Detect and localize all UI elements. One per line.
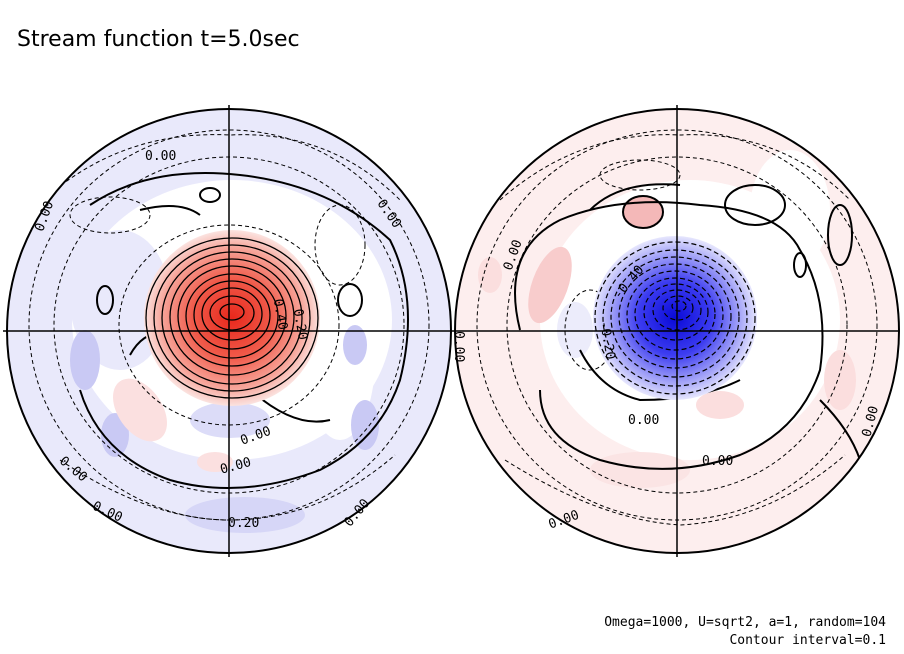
right-pos-patch xyxy=(696,391,744,419)
footnote-parameters: Omega=1000, U=sqrt2, a=1, random=104 xyxy=(604,615,886,630)
right-hemisphere-rim xyxy=(454,108,900,554)
left-neg-patch xyxy=(70,330,100,390)
right-pos-patch xyxy=(478,257,502,293)
figure-title: Stream function t=5.0sec xyxy=(17,27,300,52)
right-pos-patch xyxy=(528,246,572,324)
footnote-contour-interval: Contour interval=0.1 xyxy=(729,633,886,648)
left-contour-label: 0.40 xyxy=(270,298,290,331)
right-contour-label: 0.00 xyxy=(702,454,733,469)
left-contour-label: 0.00 xyxy=(145,149,176,164)
right-negative-vortex xyxy=(593,236,757,400)
left-pos-patch xyxy=(197,452,233,472)
right-contour-label: 0.00 xyxy=(628,413,659,428)
left-neg-patch xyxy=(185,497,305,533)
left-neg-patch xyxy=(190,402,270,438)
left-hemisphere-rim xyxy=(6,108,452,554)
left-pos-patch xyxy=(113,378,167,442)
left-contour-label: 0.20 xyxy=(290,308,310,341)
right-hemisphere-map: 0.00 -0.40 -0.20 0.00 0.00 0.00 0.00 0.0… xyxy=(451,105,900,557)
right-neg-patch xyxy=(557,302,593,358)
left-neg-patch xyxy=(351,400,379,450)
left-positive-vortex xyxy=(144,230,320,406)
left-neg-patch xyxy=(343,325,367,365)
left-contour-label: 0.20 xyxy=(228,516,259,531)
right-pos-patch xyxy=(590,452,690,488)
right-contour-label: -0.20 xyxy=(596,320,618,361)
right-contour-label: 0.00 xyxy=(451,331,466,362)
left-hemisphere-map: 0.00 0.00 0.00 0.40 0.20 0.00 0.00 0.00 … xyxy=(3,105,455,557)
